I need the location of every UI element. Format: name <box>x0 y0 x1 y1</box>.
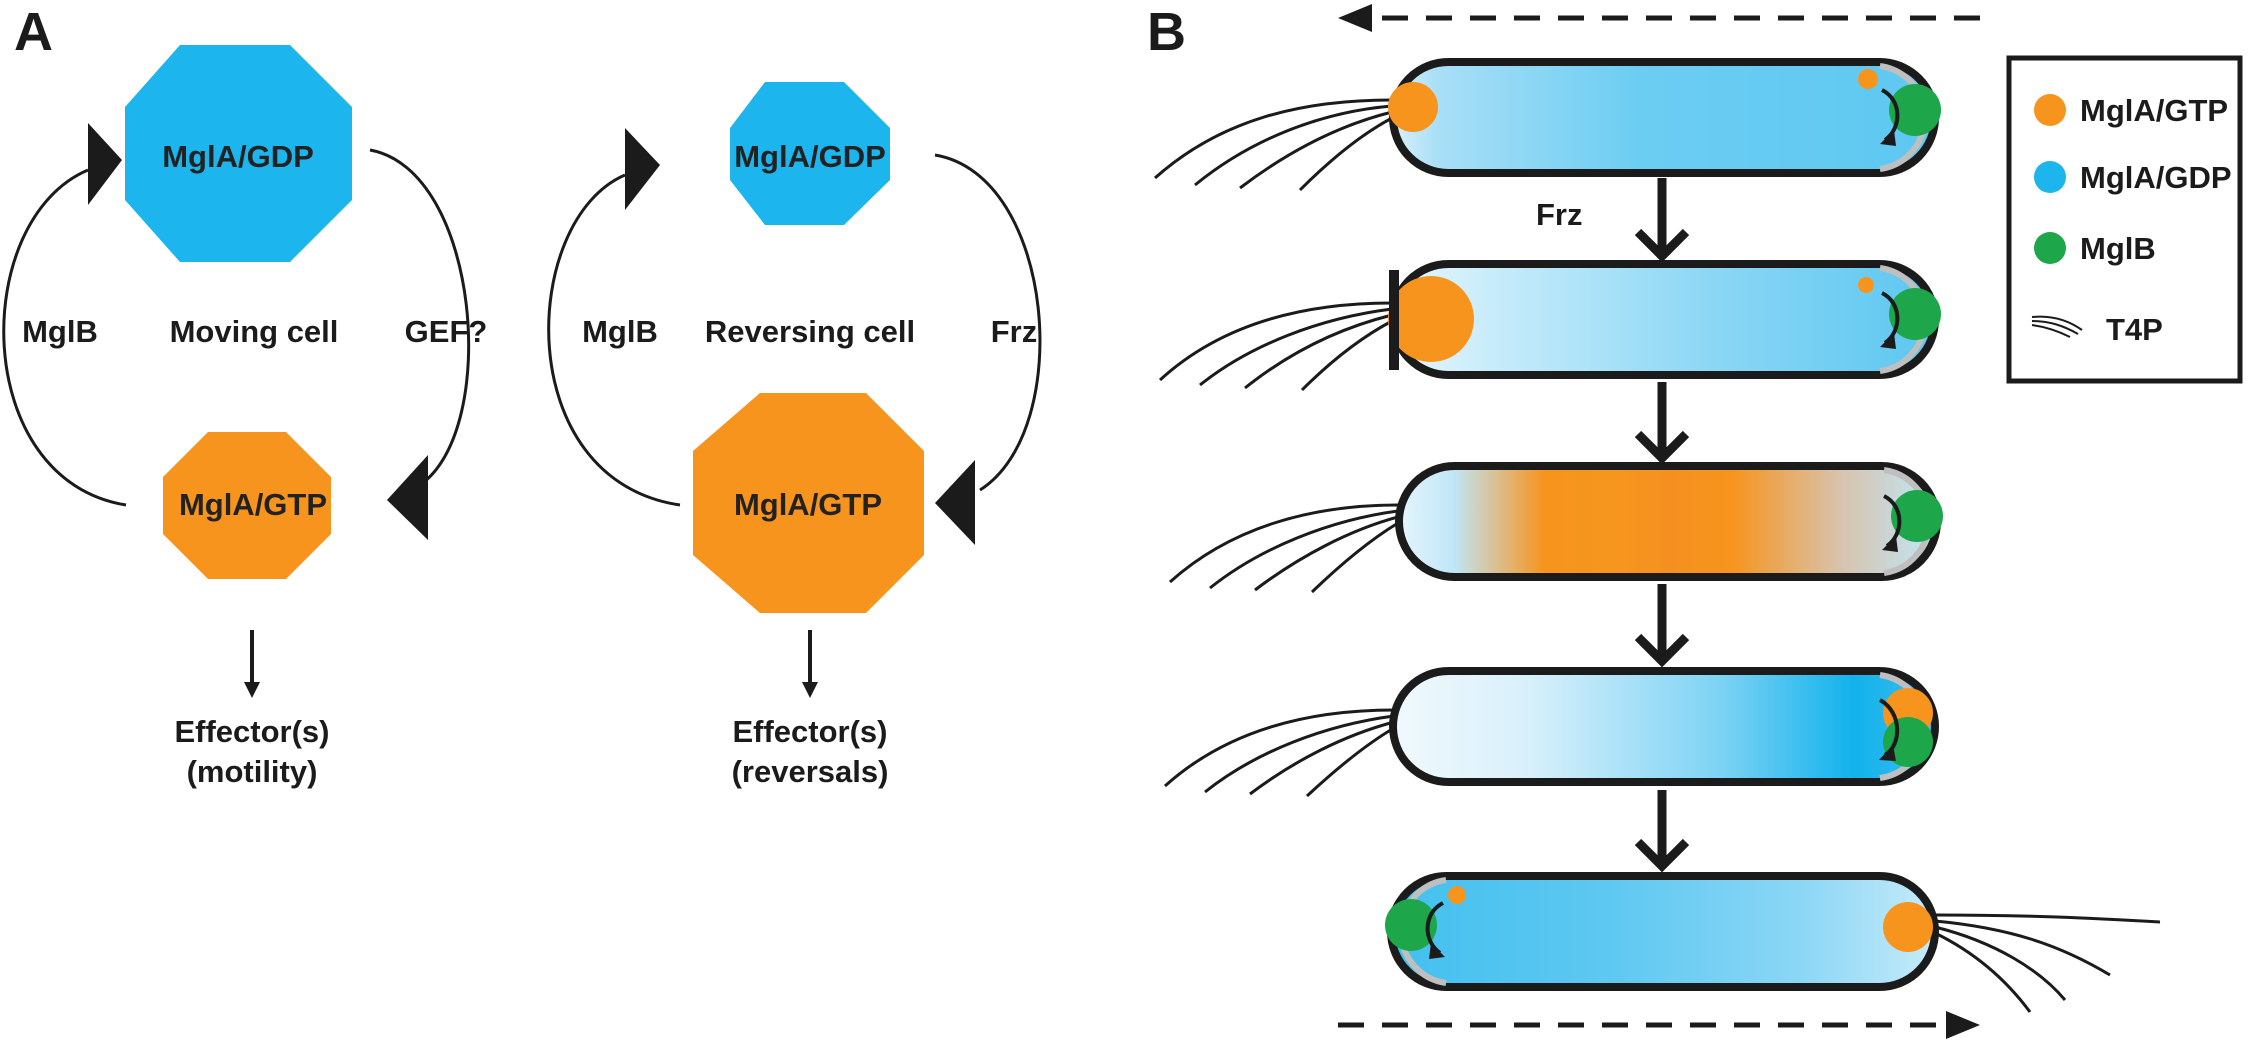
legend-gtp-swatch <box>2034 94 2066 126</box>
moving-mglb-arc <box>2 168 127 507</box>
t4p-pili-3 <box>1168 503 1399 594</box>
bacterial-cell-4 <box>1163 667 1939 798</box>
legend-t4p-label: T4P <box>2106 312 2163 347</box>
moving-gtp-label: MglA/GTP <box>179 487 327 522</box>
mgla-gtp-dot <box>1388 82 1438 132</box>
moving-mglb-arrowhead <box>88 123 122 205</box>
legend-mglb-swatch <box>2034 232 2066 264</box>
moving-cell-cycle: MglA/GDP MglA/GTP MglB Moving cell GEF? … <box>2 45 488 789</box>
t4p-pili-1 <box>1154 98 1393 192</box>
transition-arrow-1 <box>1634 178 1690 263</box>
top-direction-arrow <box>1338 4 1980 32</box>
t4p-pili-5 <box>1934 913 2161 1013</box>
moving-gef-arrowhead <box>387 455 428 540</box>
legend-mglb-label: MglB <box>2080 231 2156 266</box>
reversing-mglb-label: MglB <box>582 314 658 349</box>
legend-gdp-label: MglA/GDP <box>2080 160 2232 195</box>
transition-arrow-3 <box>1634 584 1690 668</box>
moving-gdp-octagon <box>125 45 352 262</box>
legend-gtp-label: MglA/GTP <box>2080 93 2228 128</box>
moving-mglb-label: MglB <box>22 314 98 349</box>
bacterial-cell-2 <box>1158 260 1941 392</box>
transition-arrow-4 <box>1634 790 1690 873</box>
reversing-cell-cycle: MglA/GDP MglA/GTP MglB Reversing cell Fr… <box>547 82 1042 789</box>
moving-gdp-label: MglA/GDP <box>162 139 314 174</box>
t4p-pili-2 <box>1158 301 1393 392</box>
t4p-pili-4 <box>1163 708 1395 798</box>
reversing-frz-label: Frz <box>991 314 1038 349</box>
bacterial-cell-1 <box>1154 58 1941 192</box>
frz-label: Frz <box>1536 197 1583 232</box>
legend-gdp-swatch <box>2034 161 2066 193</box>
reversing-gdp-octagon <box>730 82 890 225</box>
transition-arrow-2 <box>1634 382 1690 465</box>
reversing-gtp-octagon <box>693 393 924 613</box>
legend-t4p-icon <box>2031 315 2083 338</box>
reversing-gdp-label: MglA/GDP <box>734 139 886 174</box>
bacterial-cell-3 <box>1168 462 1943 594</box>
bottom-direction-arrow <box>1338 1011 1980 1039</box>
panel-a-letter: A <box>14 2 53 62</box>
moving-gtp-octagon <box>163 432 331 579</box>
moving-effector-line1: Effector(s) <box>174 714 329 749</box>
reversing-effector-line1: Effector(s) <box>732 714 887 749</box>
reversing-frz-arc <box>934 153 1042 492</box>
legend: MglA/GTP MglA/GDP MglB T4P <box>2006 55 2243 384</box>
reversing-mglb-arrowhead <box>625 128 660 210</box>
bacterial-cell-5 <box>1385 872 2161 1013</box>
moving-gef-arc <box>369 148 471 487</box>
moving-effector-line2: (motility) <box>187 754 318 789</box>
reversing-effector-line2: (reversals) <box>732 754 889 789</box>
mglb-dot <box>1889 84 1941 136</box>
reversing-gtp-label: MglA/GTP <box>734 487 882 522</box>
moving-gef-label: GEF? <box>405 314 488 349</box>
reversing-cell-label: Reversing cell <box>705 314 915 349</box>
moving-cell-label: Moving cell <box>170 314 339 349</box>
panel-b-letter: B <box>1147 2 1186 62</box>
reversing-frz-arrowhead <box>935 460 975 545</box>
reversing-mglb-arc <box>547 173 681 507</box>
